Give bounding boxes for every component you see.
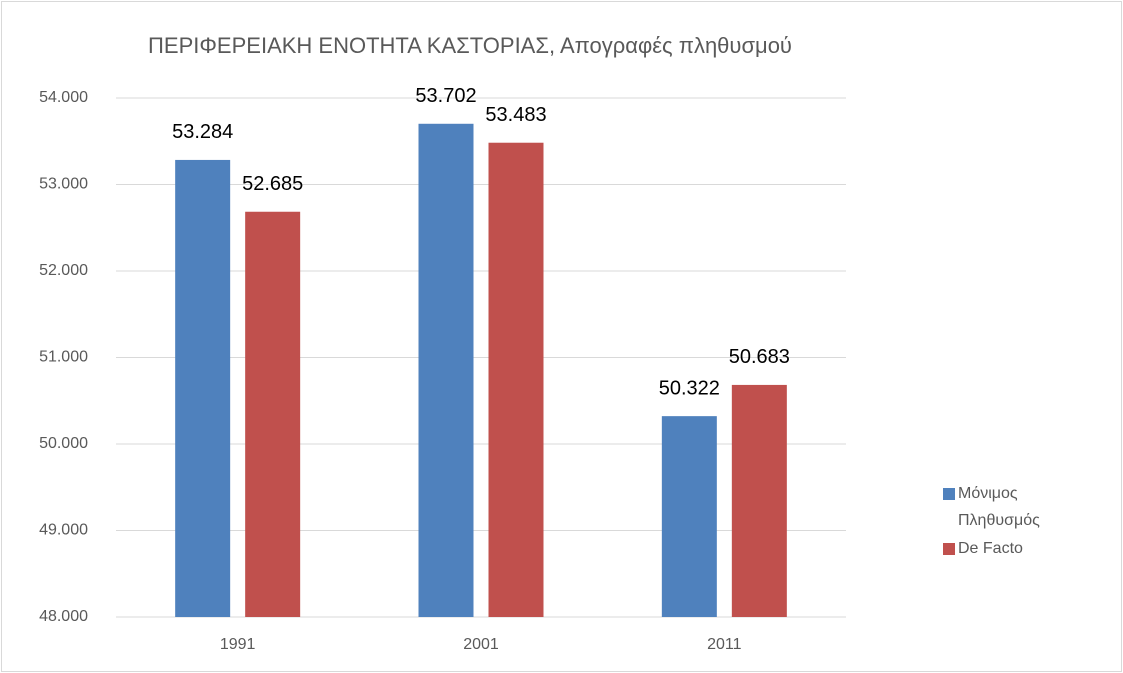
value-label: 50.683 [729,346,790,368]
bar [661,416,717,617]
x-tick-label: 2011 [707,636,742,653]
y-tick-label: 52.000 [39,262,88,279]
bar [418,123,474,617]
legend-entry: De Facto [958,540,1023,557]
y-tick-label: 49.000 [39,522,88,539]
legend-swatch [943,488,955,500]
value-label: 53.702 [415,85,476,107]
bar [245,211,301,617]
bar [488,142,544,617]
legend-label: De Facto [958,540,1023,557]
x-tick-label: 2001 [463,636,499,653]
y-tick-label: 53.000 [39,176,88,193]
value-label: 50.322 [659,377,720,399]
legend-swatch [943,543,955,555]
legend-entry: Μόνιμος Πληθυσμός [958,485,1040,529]
bar [731,384,787,617]
value-label: 52.685 [242,173,303,195]
y-tick-label: 50.000 [39,435,88,452]
bar [175,159,231,617]
x-tick-label: 1991 [220,636,256,653]
value-label: 53.284 [172,121,233,143]
y-tick-label: 48.000 [39,608,88,625]
y-tick-label: 54.000 [39,89,88,106]
legend-label: Μόνιμος Πληθυσμός [958,485,1040,529]
value-label: 53.483 [485,104,546,126]
y-tick-label: 51.000 [39,349,88,366]
chart-title: ΠΕΡΙΦΕΡΕΙΑΚΗ ΕΝΟΤΗΤΑ ΚΑΣΤΟΡΙΑΣ, Απογραφέ… [148,33,792,58]
